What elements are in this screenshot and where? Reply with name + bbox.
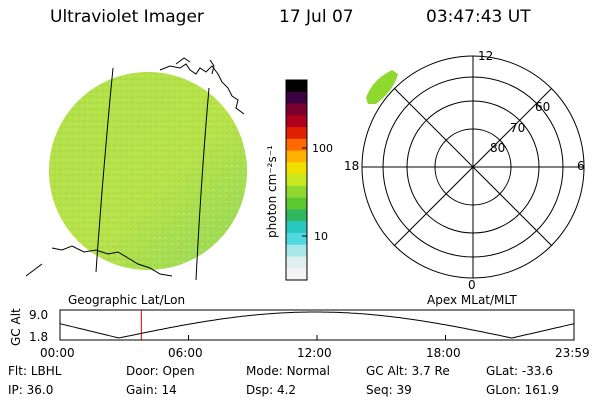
- colorbar-swatch: [286, 268, 307, 281]
- altitude-ytick-top: 9.0: [29, 308, 48, 322]
- colorbar-swatch: [286, 185, 307, 199]
- status-ip: IP: 36.0: [8, 383, 54, 397]
- colorbar-swatch: [286, 103, 307, 116]
- colorbar-tick-label: 10: [314, 230, 328, 243]
- coastline: [51, 245, 173, 277]
- colorbar-swatch: [286, 244, 307, 258]
- colorbar-swatch: [286, 138, 307, 152]
- altitude-xtick: 12:00: [297, 346, 332, 360]
- mlt-label-0: 0: [468, 278, 476, 292]
- altitude-xtick: 23:59: [555, 346, 590, 360]
- mlat-label-70: 70: [510, 121, 525, 135]
- coastline: [175, 57, 191, 65]
- coastline: [159, 63, 245, 115]
- colorbar-swatch: [286, 221, 307, 234]
- polar-plot: 12 18 6 0 60 70 80: [344, 49, 585, 292]
- altitude-xtick: 18:00: [426, 346, 461, 360]
- aurora-patch: [366, 70, 398, 104]
- altitude-plot: GC Alt 9.0 1.8 00:00 06:00 12:00 18:00 2…: [9, 308, 590, 360]
- polar-caption: Apex MLat/MLT: [427, 293, 517, 307]
- altitude-xtick: 06:00: [168, 346, 203, 360]
- altitude-ytick-bottom: 1.8: [29, 330, 48, 344]
- colorbar-swatch: [286, 256, 307, 269]
- altitude-curve: [59, 311, 575, 339]
- status-dsp: Dsp: 4.2: [246, 383, 297, 397]
- colorbar-tick-label: 100: [312, 142, 333, 155]
- instrument-title: Ultraviolet Imager: [50, 7, 204, 27]
- mlt-label-6: 6: [577, 159, 585, 173]
- geographic-map: [25, 57, 247, 281]
- status-gc-alt: GC Alt: 3.7 Re: [366, 364, 450, 378]
- status-glon: GLon: 161.9: [486, 383, 559, 397]
- colorbar-swatch: [286, 232, 307, 246]
- colorbar-swatch: [286, 91, 307, 105]
- coastline: [25, 263, 43, 277]
- geographic-caption: Geographic Lat/Lon: [68, 293, 185, 307]
- status-seq: Seq: 39: [366, 383, 412, 397]
- altitude-xtick: 00:00: [40, 346, 75, 360]
- colorbar-swatch: [286, 162, 307, 175]
- colorbar: [286, 80, 307, 281]
- status-mode: Mode: Normal: [246, 364, 330, 378]
- mlt-line-diagonal: [394, 88, 552, 246]
- disk-texture: [49, 72, 247, 270]
- status-glat: GLat: -33.6: [486, 364, 553, 378]
- mlt-label-18: 18: [344, 159, 359, 173]
- colorbar-swatch: [286, 209, 307, 222]
- meridian-line: [95, 67, 114, 273]
- colorbar-swatch: [286, 80, 307, 93]
- meridian-line: [195, 87, 210, 281]
- date-label: 17 Jul 07: [279, 7, 354, 27]
- status-door: Door: Open: [126, 364, 195, 378]
- status-gain: Gain: 14: [126, 383, 177, 397]
- colorbar-swatch: [286, 197, 307, 211]
- mlat-label-80: 80: [490, 141, 505, 155]
- altitude-ylabel: GC Alt: [9, 308, 23, 346]
- colorbar-swatch: [286, 127, 307, 140]
- status-filter: Flt: LBHL: [8, 364, 62, 378]
- mlat-label-60: 60: [535, 100, 550, 114]
- colorbar-swatch: [286, 150, 307, 163]
- colorbar-swatch: [286, 115, 307, 128]
- coastline: [209, 59, 215, 75]
- colorbar-swatch: [286, 174, 307, 187]
- mlt-label-12: 12: [478, 49, 493, 63]
- colorbar-unit-label: photon cm⁻²s⁻¹: [265, 145, 279, 238]
- colorbar-frame: [285, 79, 308, 281]
- time-label: 03:47:43 UT: [426, 7, 531, 27]
